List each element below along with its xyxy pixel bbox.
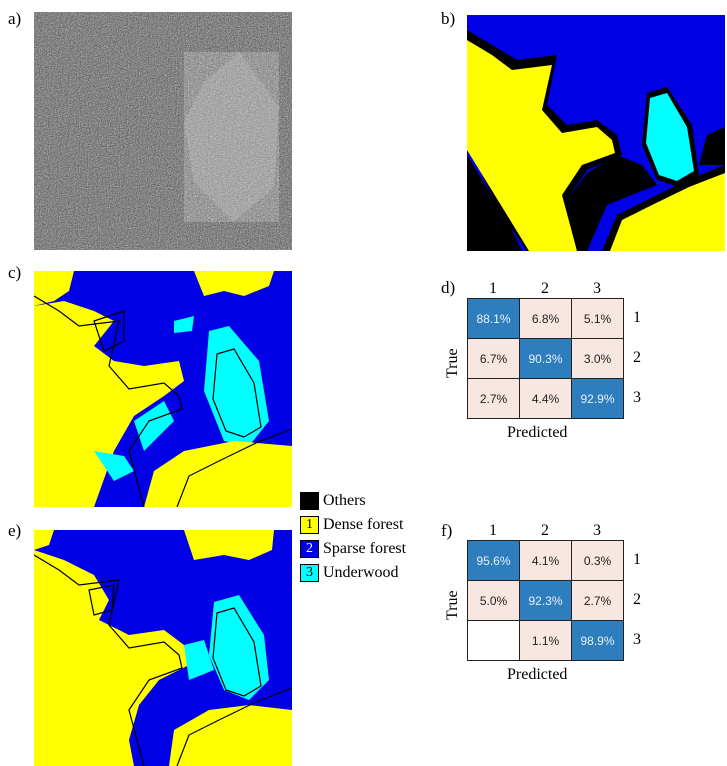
ground-truth-map (467, 15, 725, 251)
column-label: 3 (593, 522, 601, 539)
column-label: 1 (489, 522, 497, 539)
classification-map-e (34, 530, 292, 766)
x-axis-label: Predicted (507, 666, 568, 683)
matrix-cell: 2.7% (571, 580, 624, 621)
matrix-cell: 0.3% (571, 540, 624, 581)
legend-item-dense-forest: 1 Dense forest (300, 513, 406, 537)
panel-label-c: c) (8, 263, 22, 282)
matrix-cell: 4.1% (519, 540, 572, 581)
legend-swatch-others (300, 492, 319, 510)
matrix-cell: 5.1% (571, 298, 624, 339)
column-label: 1 (489, 280, 497, 297)
column-label: 2 (541, 522, 549, 539)
row-label: 2 (633, 349, 641, 366)
matrix-cell: 5.0% (467, 580, 520, 621)
panel-label-a: a) (8, 9, 22, 28)
matrix-cell: 92.9% (571, 378, 624, 419)
legend-label: Dense forest (323, 516, 404, 533)
matrix-cell: 2.7% (467, 378, 520, 419)
panel-label-f: f) (441, 521, 453, 540)
confusion-matrix-d: 1 2 3 1 2 3 88.1% 6.8% 5.1% 6.7% 90.3% 3.0% 2.7% 4.4%… (440, 280, 641, 480)
legend-swatch-dense-forest: 1 (300, 516, 319, 534)
legend-swatch-sparse-forest: 2 (300, 540, 319, 558)
legend-label: Sparse forest (323, 540, 407, 557)
row-label: 1 (633, 309, 641, 326)
matrix-cell: 88.1% (467, 298, 520, 339)
legend-item-sparse-forest: 2 Sparse forest (300, 537, 406, 561)
x-axis-label: Predicted (507, 424, 568, 441)
matrix-cell: 1.1% (519, 620, 572, 661)
matrix-cell: 4.4% (519, 378, 572, 419)
row-label: 3 (633, 631, 641, 648)
aerial-photo (34, 12, 292, 250)
row-label: 1 (633, 551, 641, 568)
confusion-matrix-f: 1 2 3 1 2 3 95.6% 4.1% 0.3% 5.0% 92.3% 2.7% 1.1% 98.9… (440, 522, 641, 722)
matrix-cell: 90.3% (519, 338, 572, 379)
matrix-cell (467, 620, 520, 661)
matrix-cell: 95.6% (467, 540, 520, 581)
panel-label-e: e) (8, 521, 22, 540)
matrix-cell: 92.3% (519, 580, 572, 621)
legend-label: Others (323, 492, 366, 509)
matrix-cell: 3.0% (571, 338, 624, 379)
column-label: 2 (541, 280, 549, 297)
legend-label: Underwood (323, 564, 399, 581)
row-label: 3 (633, 389, 641, 406)
classification-map-c (34, 271, 292, 507)
legend-item-underwood: 3 Underwood (300, 561, 406, 585)
row-label: 2 (633, 591, 641, 608)
legend-swatch-underwood: 3 (300, 564, 319, 582)
y-axis-label: True (444, 348, 461, 378)
matrix-cell: 6.7% (467, 338, 520, 379)
legend: Others 1 Dense forest 2 Sparse forest 3 … (300, 489, 406, 585)
column-label: 3 (593, 280, 601, 297)
matrix-cell: 98.9% (571, 620, 624, 661)
y-axis-label: True (444, 590, 461, 620)
matrix-cell: 6.8% (519, 298, 572, 339)
panel-label-b: b) (441, 9, 456, 28)
legend-item-others: Others (300, 489, 406, 513)
panel-label-d: d) (441, 278, 456, 297)
